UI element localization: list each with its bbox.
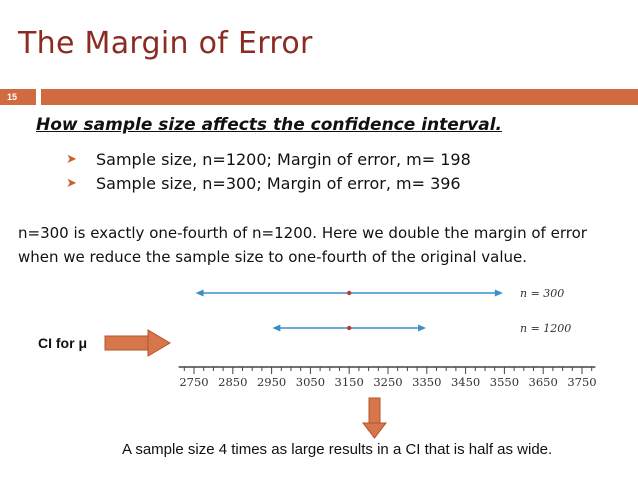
explanation-paragraph: n=300 is exactly one-fourth of n=1200. H… — [18, 224, 587, 266]
series-label: n = 300 — [520, 287, 564, 300]
caption: A sample size 4 times as large results i… — [122, 441, 553, 458]
x-tick-label: 2750 — [179, 375, 208, 389]
bullet-text: Sample size, n=300; Margin of error, m= … — [96, 173, 461, 193]
slide-number: 15 — [0, 89, 36, 105]
x-tick-label: 3350 — [412, 375, 441, 389]
bullet-list: ➤ Sample size, n=1200; Margin of error, … — [66, 147, 471, 195]
interval-arrowhead-right — [494, 289, 503, 297]
x-tick-label: 2950 — [257, 375, 286, 389]
ci-chart: 2750 2850 2950 3050 3150 3250 3350 3450 3550 3650… — [178, 287, 597, 389]
interval-arrowhead-right — [418, 324, 427, 332]
interval-arrowhead-left — [272, 324, 281, 332]
down-arrow-icon — [361, 397, 388, 439]
arrow-bullet-icon: ➤ — [66, 175, 77, 191]
x-tick-label: 3150 — [335, 375, 364, 389]
interval-center-point — [347, 290, 352, 296]
interval-arrowhead-left — [195, 289, 204, 297]
x-tick-label: 3550 — [490, 375, 519, 389]
right-arrow-icon — [104, 329, 171, 357]
bullet-item: ➤ Sample size, n=300; Margin of error, m… — [66, 171, 471, 195]
bullet-text: Sample size, n=1200; Margin of error, m=… — [96, 149, 471, 169]
ci-label: CI for μ — [38, 335, 88, 351]
x-tick-label: 3050 — [296, 375, 325, 389]
header-bar — [41, 89, 638, 105]
x-tick-label: 3750 — [567, 375, 596, 389]
x-tick-label: 3450 — [451, 375, 480, 389]
slide-title: The Margin of Error — [18, 26, 313, 61]
bullet-item: ➤ Sample size, n=1200; Margin of error, … — [66, 147, 471, 171]
x-tick-label: 2850 — [218, 375, 247, 389]
interval-center-point — [347, 325, 352, 331]
arrow-bullet-icon: ➤ — [66, 151, 77, 167]
section-subtitle: How sample size affects the confidence i… — [36, 115, 503, 135]
series-label: n = 1200 — [520, 322, 571, 335]
x-tick-label: 3650 — [529, 375, 558, 389]
x-tick-label: 3250 — [373, 375, 402, 389]
